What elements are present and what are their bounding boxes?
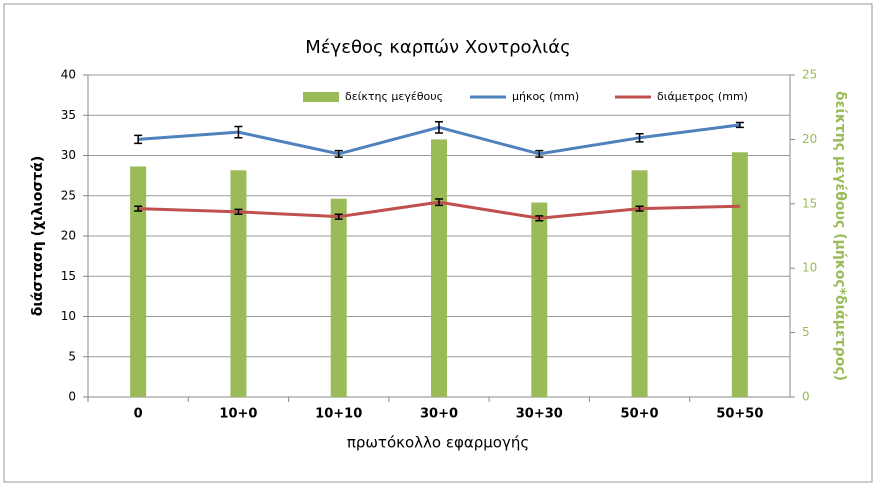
y2-tick-label: 10 xyxy=(802,261,817,275)
bar xyxy=(631,170,648,397)
x-tick-label: 10+10 xyxy=(315,407,362,422)
error-bar xyxy=(134,134,143,145)
y-tick-label: 40 xyxy=(61,68,76,82)
y-tick-label: 25 xyxy=(61,188,76,202)
legend-label: διάμετρος (mm) xyxy=(657,90,748,103)
y-tick-label: 10 xyxy=(61,309,76,323)
chart-title: Μέγεθος καρπών Χοντρολιάς xyxy=(305,37,570,58)
x-axis-label: πρωτόκολλο εφαρμογής xyxy=(347,434,529,452)
x-tick-label: 50+50 xyxy=(716,407,763,422)
error-bar xyxy=(535,215,544,222)
bar xyxy=(731,152,748,397)
x-tick-label: 30+0 xyxy=(420,407,458,422)
bar xyxy=(230,170,247,397)
y-tick-label: 5 xyxy=(68,349,76,363)
error-bar xyxy=(134,205,143,212)
error-bar xyxy=(535,149,544,158)
error-bar xyxy=(635,133,644,143)
error-bar xyxy=(435,198,443,207)
error-bar xyxy=(234,125,243,139)
bar xyxy=(431,139,447,397)
x-tick-label: 10+0 xyxy=(219,407,257,422)
legend-swatch xyxy=(303,92,339,102)
legend-label: δείκτης μεγέθους xyxy=(345,90,443,103)
error-bar xyxy=(635,205,644,212)
y2-tick-label: 20 xyxy=(802,132,817,146)
y2-tick-label: 25 xyxy=(802,68,817,82)
y2-tick-label: 15 xyxy=(802,196,817,210)
y-axis-label: διάσταση (χιλιοστά) xyxy=(30,156,46,317)
bar xyxy=(130,166,147,397)
error-bar xyxy=(435,120,443,134)
bar xyxy=(531,202,548,397)
x-tick-label: 50+0 xyxy=(621,407,659,422)
y-tick-label: 30 xyxy=(61,148,76,162)
y-tick-label: 35 xyxy=(61,108,76,122)
y2-axis-label: δείκτης μεγέθους (μήκος*διάμετρος) xyxy=(832,91,848,381)
y-tick-label: 0 xyxy=(68,390,76,404)
x-tick-label: 30+30 xyxy=(516,407,563,422)
error-bar xyxy=(334,149,343,158)
legend-label: μήκος (mm) xyxy=(512,90,579,103)
y2-tick-label: 0 xyxy=(802,390,810,404)
x-tick-label: 0 xyxy=(134,407,143,422)
y2-tick-label: 5 xyxy=(802,325,810,339)
y-tick-label: 15 xyxy=(61,269,76,283)
y-tick-label: 20 xyxy=(61,229,76,243)
error-bar xyxy=(735,121,744,129)
error-bar xyxy=(334,213,343,220)
error-bar xyxy=(234,208,243,216)
bar xyxy=(330,198,347,397)
